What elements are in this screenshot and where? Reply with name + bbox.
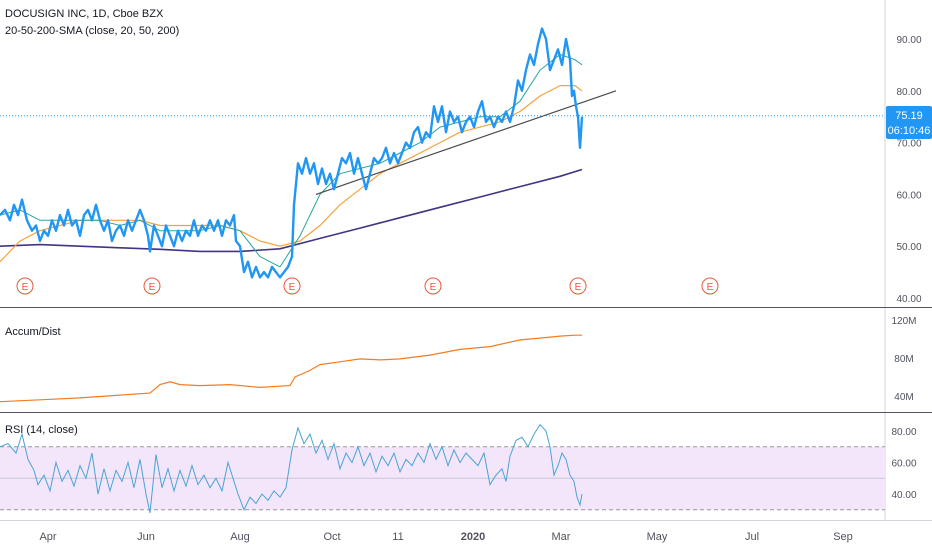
time-axis-tick: May	[647, 531, 668, 543]
accum-dist-line[interactable]	[0, 334, 582, 403]
sma-indicator-title[interactable]: 20-50-200-SMA (close, 20, 50, 200)	[5, 25, 180, 37]
time-axis-tick: Aug	[230, 531, 250, 543]
price-axis-tick: 40.00	[896, 294, 921, 305]
ad-axis-tick: 80M	[894, 354, 913, 365]
earnings-marker[interactable]	[16, 277, 34, 295]
price-axis-tick: 80.00	[896, 87, 921, 98]
earnings-marker[interactable]	[143, 277, 161, 295]
rsi-axis-tick: 60.00	[891, 459, 916, 470]
sma200-line[interactable]	[0, 168, 583, 253]
earnings-marker-label: E	[575, 282, 582, 293]
last-price-tag: 75.19 06:10:46	[886, 106, 932, 139]
time-axis-tick: 11	[392, 531, 403, 543]
symbol-title[interactable]: DOCUSIGN INC, 1D, Cboe BZX	[5, 8, 164, 20]
earnings-marker-label: E	[707, 282, 714, 293]
earnings-marker[interactable]	[424, 277, 442, 295]
time-axis-tick: Oct	[323, 531, 340, 543]
last-price-value: 75.19	[895, 110, 923, 122]
time-axis-tick: Jun	[137, 531, 155, 543]
time-axis-tick: Sep	[833, 531, 853, 543]
time-axis-tick: 2020	[461, 531, 485, 543]
rsi-axis-tick: 40.00	[891, 490, 916, 501]
ad-axis-tick: 120M	[891, 316, 916, 327]
time-axis-tick: Jul	[745, 531, 759, 543]
earnings-marker-label: E	[22, 282, 29, 293]
accum-dist-title[interactable]: Accum/Dist	[5, 326, 61, 338]
time-axis-tick: Apr	[39, 531, 56, 543]
earnings-marker-label: E	[289, 282, 296, 293]
earnings-marker[interactable]	[283, 277, 301, 295]
time-axis-tick: Mar	[552, 531, 571, 543]
rsi-title[interactable]: RSI (14, close)	[5, 424, 78, 436]
price-axis-tick: 60.00	[896, 190, 921, 201]
rsi-axis-tick: 80.00	[891, 427, 916, 438]
price-axis-tick: 70.00	[896, 139, 921, 150]
price-line[interactable]	[0, 27, 584, 279]
sma20-line[interactable]	[0, 54, 583, 268]
earnings-marker-label: E	[149, 282, 156, 293]
earnings-marker-label: E	[430, 282, 437, 293]
rsi-line[interactable]	[0, 423, 583, 514]
ad-axis-tick: 40M	[894, 392, 913, 403]
bar-countdown: 06:10:46	[888, 125, 931, 137]
earnings-marker[interactable]	[701, 277, 719, 295]
sma50-line[interactable]	[0, 85, 583, 263]
trendline-line[interactable]	[315, 90, 617, 195]
earnings-marker[interactable]	[569, 277, 587, 295]
price-axis-tick: 90.00	[896, 35, 921, 46]
price-axis-tick: 50.00	[896, 242, 921, 253]
